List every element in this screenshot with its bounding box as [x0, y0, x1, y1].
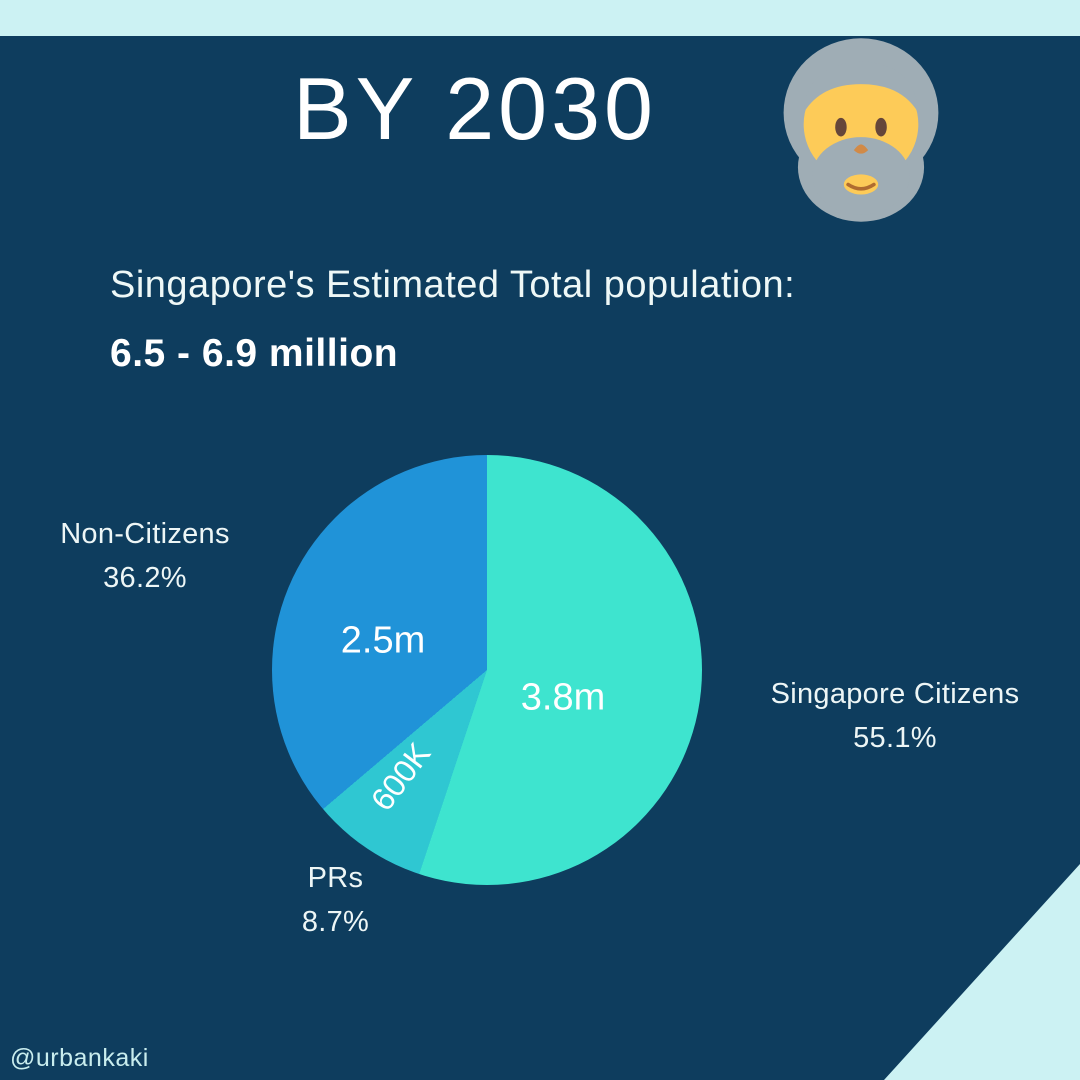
label-singapore-citizens: Singapore Citizens 55.1%	[755, 672, 1035, 760]
subtitle: Singapore's Estimated Total population:	[110, 264, 796, 306]
slice-pct-label: 36.2%	[103, 562, 187, 594]
population-range: 6.5 - 6.9 million	[110, 332, 399, 375]
bearded-man-emoji	[775, 30, 947, 230]
pie-chart	[272, 455, 702, 885]
page-title: BY 2030	[292, 59, 657, 158]
credit-handle: @urbankaki	[10, 1044, 149, 1072]
label-non-citizens: Non-Citizens 36.2%	[40, 512, 250, 600]
slice-pct-label: 8.7%	[301, 906, 370, 938]
slice-name-label: PRs	[307, 862, 364, 894]
slice-name-label: Singapore Citizens	[770, 678, 1020, 710]
label-prs: PRs 8.7%	[268, 856, 403, 944]
value-citizens: 3.8m	[520, 676, 606, 719]
slice-pct-label: 55.1%	[853, 722, 937, 754]
slice-name-label: Non-Citizens	[60, 518, 230, 550]
value-non-citizens: 2.5m	[340, 619, 426, 662]
